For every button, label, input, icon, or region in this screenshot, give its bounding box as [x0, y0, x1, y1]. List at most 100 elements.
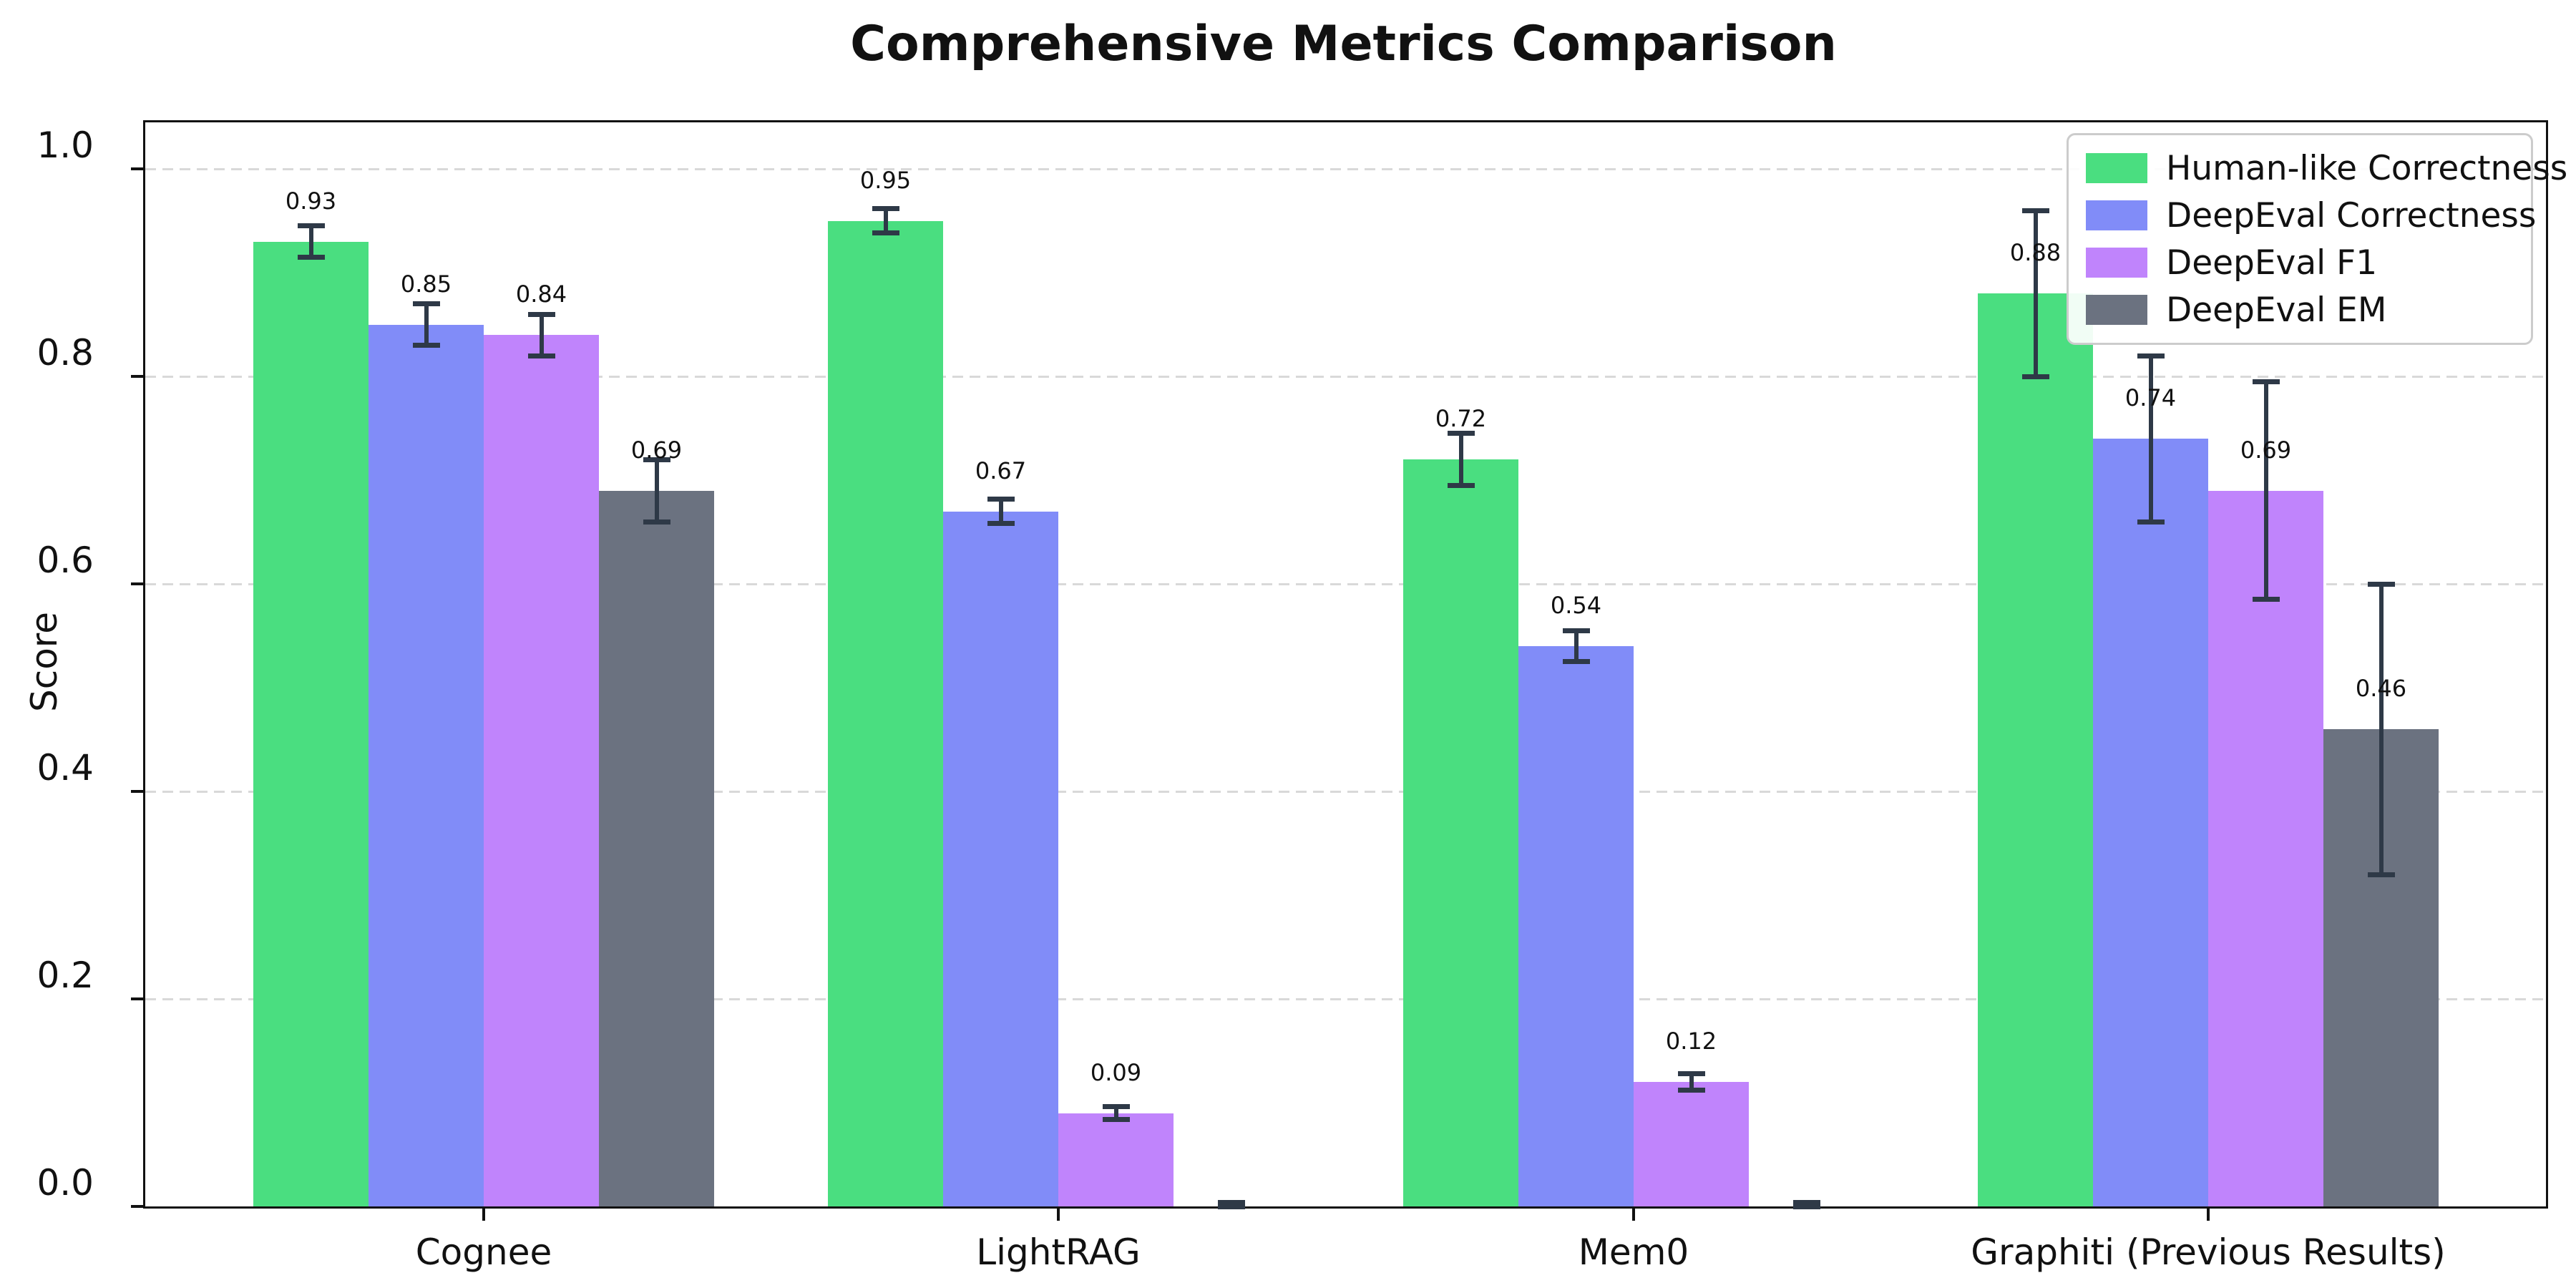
- error-bar-cap: [2021, 208, 2049, 213]
- y-axis-tick: [131, 1205, 143, 1208]
- error-bar: [1689, 1073, 1694, 1091]
- y-tick-label: 0.8: [36, 332, 94, 374]
- gridline: [145, 167, 2546, 170]
- x-tick-label: Cognee: [415, 1231, 552, 1273]
- legend-color-swatch-icon: [2086, 200, 2147, 230]
- bar-value-label: 0.85: [400, 270, 452, 298]
- y-tick-label: 0.0: [36, 1162, 94, 1204]
- legend-item-label: DeepEval Correctness: [2166, 195, 2537, 235]
- bar-value-label: 0.95: [859, 166, 912, 194]
- error-bar-cap: [527, 311, 555, 317]
- bar: [2208, 490, 2323, 1206]
- error-bar-cap: [1217, 1204, 1245, 1209]
- bar-value-label: 0.93: [285, 187, 337, 215]
- error-bar-cap: [2367, 872, 2395, 877]
- error-bar-cap: [1562, 659, 1590, 665]
- legend-color-swatch-icon: [2086, 153, 2147, 183]
- error-bar: [539, 314, 544, 356]
- bar-value-label: 0.88: [2009, 239, 2062, 266]
- error-bar-cap: [1102, 1104, 1130, 1110]
- error-bar-cap: [1677, 1088, 1705, 1093]
- error-bar-cap: [872, 230, 899, 236]
- y-axis-tick: [131, 582, 143, 585]
- legend-item-label: Human-like Correctness: [2166, 148, 2568, 188]
- error-bar: [2379, 584, 2384, 874]
- bar-value-label: 0.69: [630, 436, 683, 464]
- y-axis-tick: [131, 375, 143, 378]
- bar: [1058, 1113, 1174, 1206]
- bar-value-label: 0.12: [1665, 1028, 1717, 1055]
- x-axis-tick: [482, 1209, 485, 1221]
- bar-value-label: 0.46: [2355, 675, 2407, 702]
- error-bar: [1458, 433, 1463, 486]
- x-axis-tick: [2207, 1209, 2210, 1221]
- bar: [369, 324, 484, 1206]
- bar: [828, 220, 943, 1206]
- bar-value-label: 0.67: [975, 457, 1027, 484]
- gridline: [145, 997, 2546, 1000]
- error-bar-cap: [643, 519, 670, 525]
- legend-item: DeepEval Correctness: [2086, 195, 2536, 235]
- y-tick-label: 0.4: [36, 747, 94, 789]
- bar: [1403, 459, 1518, 1206]
- error-bar-cap: [643, 457, 670, 462]
- error-bar-cap: [2252, 379, 2280, 384]
- bar-value-label: 0.09: [1090, 1058, 1142, 1086]
- gridline: [145, 582, 2546, 585]
- error-bar-cap: [1562, 628, 1590, 633]
- gridline: [145, 790, 2546, 793]
- bar: [943, 511, 1058, 1206]
- legend-item: Human-like Correctness: [2086, 148, 2567, 188]
- legend-item-label: DeepEval F1: [2166, 243, 2378, 283]
- error-bar: [2263, 381, 2268, 600]
- y-tick-label: 1.0: [36, 125, 94, 166]
- x-axis-tick: [1057, 1209, 1060, 1221]
- bar: [253, 241, 369, 1206]
- error-bar-cap: [297, 254, 325, 260]
- error-bar-cap: [987, 521, 1015, 527]
- x-tick-label: Graphiti (Previous Results): [1971, 1231, 2446, 1273]
- error-bar-cap: [527, 353, 555, 358]
- error-bar: [2148, 356, 2153, 522]
- error-bar-cap: [1792, 1199, 1820, 1205]
- x-tick-label: Mem0: [1578, 1231, 1689, 1273]
- y-axis-tick: [131, 167, 143, 170]
- error-bar-cap: [2252, 597, 2280, 602]
- error-bar-cap: [987, 496, 1015, 502]
- error-bar-cap: [2367, 581, 2395, 587]
- bar: [484, 335, 599, 1206]
- bar: [599, 490, 714, 1206]
- error-bar: [883, 208, 888, 233]
- error-bar-cap: [1447, 482, 1475, 488]
- plot-area: 0.0 0.2 0.4 0.6 0.8 1.0 Cognee 0.93 0.85 0.84 0.69…: [36, 120, 2548, 1273]
- x-axis-tick: [1632, 1209, 1635, 1221]
- error-bar-cap: [1447, 431, 1475, 436]
- error-bar-cap: [2137, 353, 2165, 358]
- error-bar: [654, 459, 659, 522]
- bar-value-label: 0.72: [1435, 405, 1487, 432]
- legend-item: DeepEval F1: [2086, 243, 2514, 283]
- error-bar-cap: [2137, 519, 2165, 525]
- error-bar-cap: [1677, 1070, 1705, 1076]
- error-bar-cap: [1792, 1204, 1820, 1209]
- error-bar: [2033, 210, 2038, 376]
- y-axis-label: Score: [24, 611, 65, 713]
- bar: [1634, 1082, 1749, 1206]
- error-bar: [1113, 1106, 1118, 1120]
- legend: Human-like Correctness DeepEval Correctne…: [2067, 133, 2567, 345]
- bar-value-label: 0.54: [1550, 592, 1602, 619]
- y-tick-label: 0.2: [36, 955, 94, 996]
- legend-color-swatch-icon: [2086, 248, 2147, 278]
- legend-color-swatch-icon: [2086, 295, 2147, 325]
- error-bar-cap: [412, 301, 440, 306]
- y-axis-tick: [131, 997, 143, 1000]
- bar: [1978, 293, 2093, 1206]
- error-bar-cap: [872, 205, 899, 211]
- error-bar: [424, 303, 429, 346]
- chart-title: Comprehensive Metrics Comparison: [850, 16, 1837, 72]
- bar-value-label: 0.74: [2124, 384, 2177, 411]
- error-bar-cap: [1102, 1116, 1130, 1122]
- error-bar-cap: [412, 343, 440, 348]
- bar: [1518, 646, 1634, 1206]
